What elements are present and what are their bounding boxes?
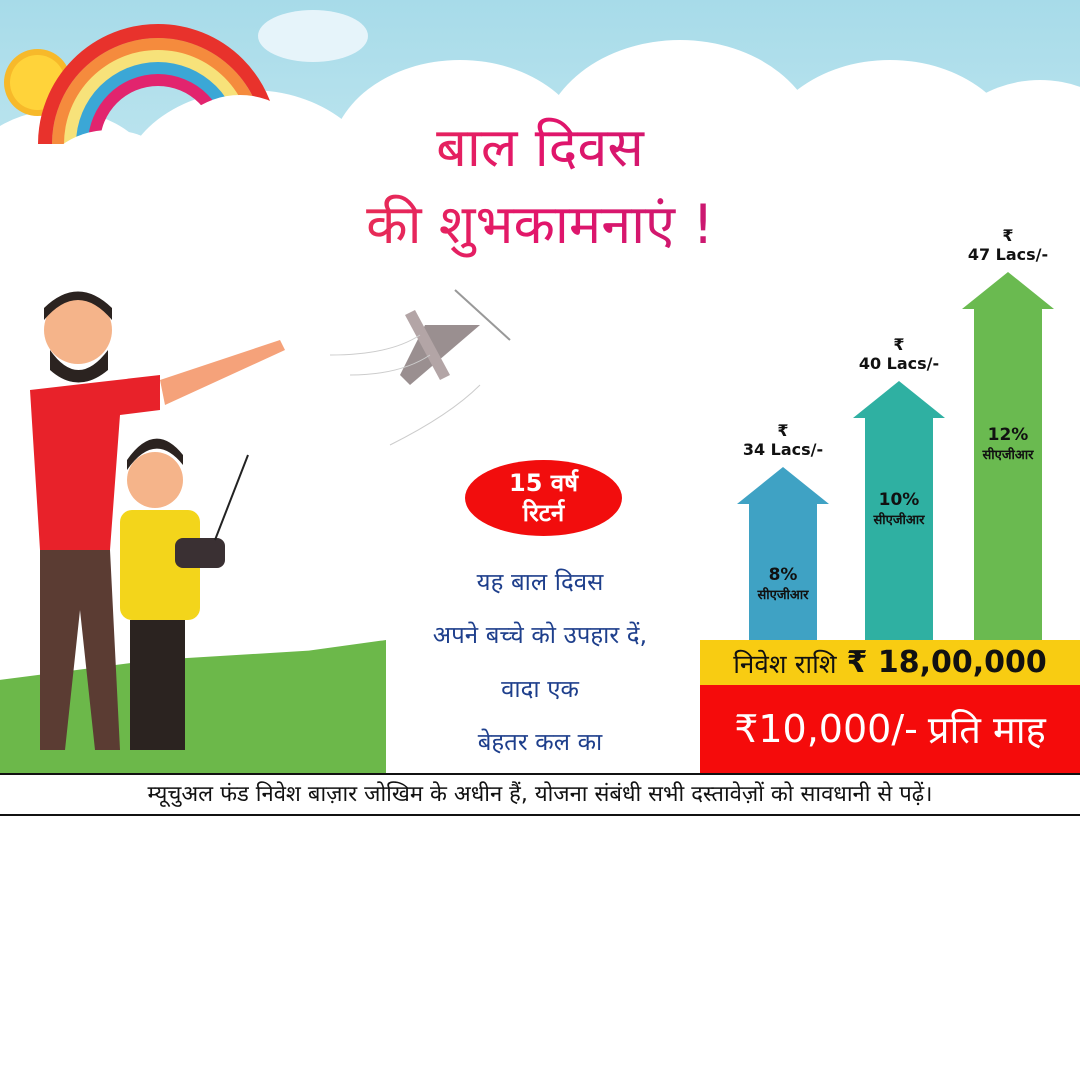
arrow-rate: 12% सीएजीआर <box>958 425 1058 463</box>
rate-label: सीएजीआर <box>982 448 1034 463</box>
rate-value: 12% <box>987 425 1029 445</box>
investment-label: निवेश राशि <box>733 649 837 680</box>
arrow-value-label: ₹40 Lacs/- <box>839 335 959 373</box>
rate-label: सीएजीआर <box>757 588 809 603</box>
airplane-icon <box>330 289 511 446</box>
father-son-illustration <box>30 291 285 750</box>
growth-arrow <box>737 467 829 640</box>
returns-badge: 15 वर्ष रिटर्न <box>465 460 622 536</box>
arrow-rate: 8% सीएजीआर <box>733 565 833 603</box>
arrow-value-label: ₹47 Lacs/- <box>948 226 1068 264</box>
rate-value: 10% <box>878 490 920 510</box>
message-line: वादा एक <box>501 675 579 703</box>
title-line1: बाल दिवस <box>0 108 1080 182</box>
disclaimer: म्यूचुअल फंड निवेश बाज़ार जोखिम के अधीन … <box>0 773 1080 816</box>
monthly-bar: ₹10,000/- प्रति माह <box>700 685 1080 773</box>
rate-value: 8% <box>768 565 798 585</box>
badge-line1: 15 वर्ष <box>509 469 578 497</box>
title-line2: की शुभकामनाएं ! <box>0 185 1080 259</box>
message-line: यह बाल दिवस <box>476 568 604 596</box>
investment-amount: ₹ 18,00,000 <box>846 645 1047 680</box>
arrow-value-label: ₹34 Lacs/- <box>723 421 843 459</box>
arrow-amount: 34 Lacs/- <box>742 440 824 459</box>
currency-symbol: ₹ <box>893 335 905 354</box>
message-line: अपने बच्चे को उपहार दें, <box>432 621 648 649</box>
monthly-amount: ₹10,000/- <box>734 707 918 751</box>
growth-arrow <box>853 381 945 640</box>
banner-scene: बाल दिवस की शुभकामनाएं ! 15 वर्ष रिटर्न … <box>0 0 1080 773</box>
investment-bar: निवेश राशि ₹ 18,00,000 <box>700 640 1080 685</box>
growth-arrow <box>962 272 1054 640</box>
currency-symbol: ₹ <box>777 421 789 440</box>
monthly-label: प्रति माह <box>927 708 1046 752</box>
arrow-amount: 40 Lacs/- <box>858 354 940 373</box>
message-line: बेहतर कल का <box>477 728 603 756</box>
arrow-amount: 47 Lacs/- <box>967 245 1049 264</box>
rate-label: सीएजीआर <box>873 513 925 528</box>
arrow-rate: 10% सीएजीआर <box>849 490 949 528</box>
currency-symbol: ₹ <box>1002 226 1014 245</box>
badge-line2: रिटर्न <box>522 499 565 527</box>
disclaimer-text: म्यूचुअल फंड निवेश बाज़ार जोखिम के अधीन … <box>147 782 933 807</box>
